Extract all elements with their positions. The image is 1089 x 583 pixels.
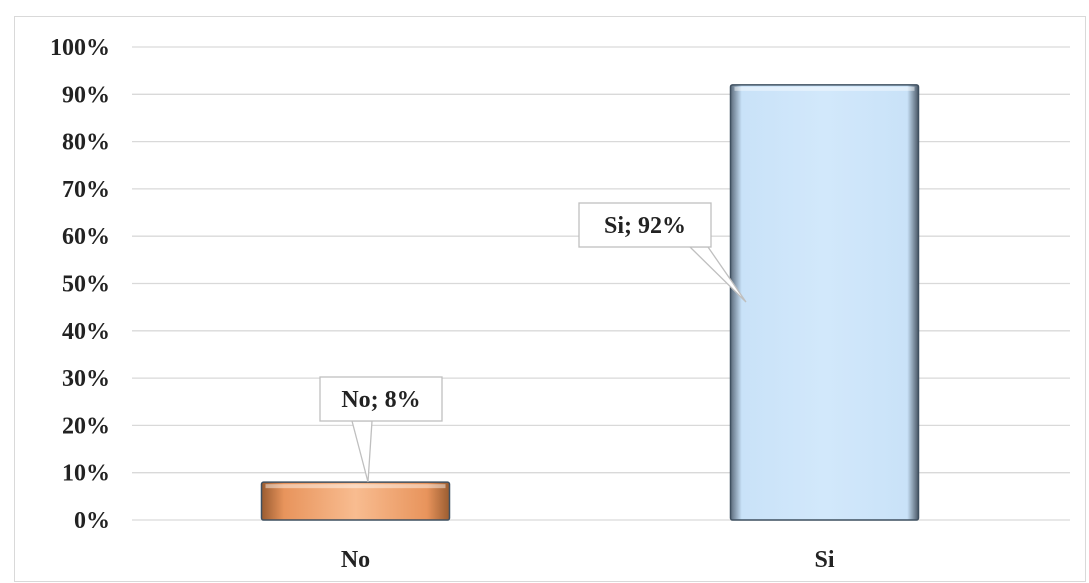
- y-tick-label: 20%: [62, 413, 110, 439]
- x-category-label: Si: [814, 547, 834, 573]
- bar-highlight: [265, 484, 446, 489]
- bar-no: [260, 481, 451, 521]
- y-tick-label: 30%: [62, 366, 110, 392]
- bars: [260, 84, 920, 521]
- y-tick-label: 0%: [74, 508, 110, 534]
- y-tick-label: 50%: [62, 272, 110, 298]
- y-tick-label: 40%: [62, 319, 110, 345]
- gridlines: [132, 46, 1070, 521]
- x-axis-categories: No Si: [341, 547, 835, 573]
- y-tick-label: 70%: [62, 177, 110, 203]
- y-tick-label: 60%: [62, 224, 110, 250]
- y-tick-label: 90%: [62, 82, 110, 108]
- y-tick-label: 80%: [62, 130, 110, 156]
- data-label-callout: Si; 92%: [578, 202, 747, 303]
- x-category-label: No: [341, 547, 370, 573]
- bar-si: [729, 84, 920, 521]
- data-label-callout: No; 8%: [319, 376, 443, 483]
- callout-box: [319, 376, 443, 422]
- y-tick-label: 100%: [50, 35, 110, 61]
- data-label: Si; 92%: [604, 213, 686, 239]
- bar-highlight: [734, 86, 915, 91]
- y-axis-ticks: 0% 10% 20% 30% 40% 50% 60% 70% 80% 90% 100%: [50, 35, 110, 534]
- data-labels: No; 8% Si; 92%: [319, 202, 747, 483]
- data-label: No; 8%: [341, 387, 420, 413]
- y-tick-label: 10%: [62, 461, 110, 487]
- callout-box: [578, 202, 712, 248]
